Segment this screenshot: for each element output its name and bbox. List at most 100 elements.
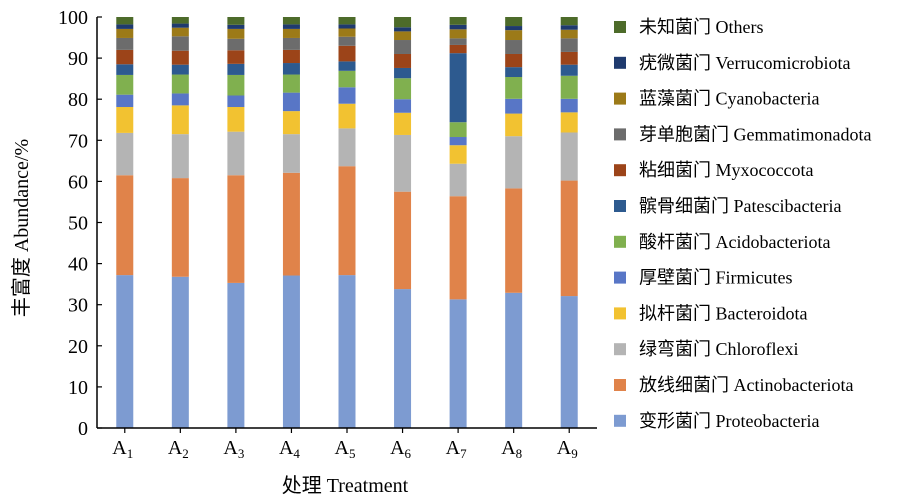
legend-swatch [614, 164, 626, 177]
legend-item: 髌骨细菌门 Patescibacteria [614, 196, 841, 216]
bar-segment [505, 292, 523, 428]
bar-segment [227, 63, 245, 75]
bar-segment [171, 276, 189, 428]
bar-segment [394, 27, 412, 32]
bar-segment [282, 74, 300, 93]
legend-swatch [614, 128, 626, 141]
legend-swatch [614, 200, 626, 212]
y-tick-label: 0 [78, 418, 88, 440]
y-tick-label: 30 [68, 295, 88, 317]
bar-segment [171, 134, 189, 179]
legend-swatch [614, 414, 626, 427]
bar-segment [116, 37, 134, 50]
y-tick-label: 80 [68, 89, 88, 111]
bar-segment [505, 188, 523, 293]
bar-segment [505, 113, 523, 137]
bar-segment [338, 36, 356, 46]
plot-area [116, 17, 578, 428]
bar-segment [282, 37, 300, 50]
bar-segment [282, 24, 300, 29]
legend-swatch [614, 56, 626, 69]
bar-segment [394, 53, 412, 68]
bar-segment [560, 29, 578, 39]
bar-segment [171, 27, 189, 37]
legend-item: 酸杆菌门 Acidobacteriota [614, 232, 830, 252]
bar-segment [338, 103, 356, 129]
bar-segment [227, 24, 245, 29]
bar-segment [171, 50, 189, 65]
bar-segment [171, 36, 189, 51]
bar-segment [171, 23, 189, 28]
bar-segment [505, 53, 523, 68]
bar-segment [449, 122, 467, 138]
bar-segment [449, 17, 467, 25]
bar-segment [171, 74, 189, 94]
bar-segment [282, 275, 300, 428]
bar-segment [394, 78, 412, 100]
legend-label: 蓝藻菌门 Cyanobacteria [639, 89, 819, 109]
bar-segment [116, 17, 134, 25]
bar-segment [449, 38, 467, 45]
bar-segment [227, 28, 245, 39]
y-tick-label: 50 [68, 213, 88, 235]
bar-segment [282, 111, 300, 135]
bar-segment [560, 64, 578, 76]
bar-segment [505, 40, 523, 54]
bar-segment [449, 29, 467, 39]
bar-segment [449, 163, 467, 197]
legend-label: 变形菌门 Proteobacteria [639, 411, 819, 431]
bar-segment [282, 17, 300, 25]
bar-segment [338, 166, 356, 276]
bar-segment [227, 107, 245, 132]
bar-segment [116, 275, 134, 428]
legend-label: 疣微菌门 Verrucomicrobiota [639, 53, 850, 73]
legend-item: 未知菌门 Others [614, 17, 764, 37]
bar-segment [560, 38, 578, 52]
legend-item: 蓝藻菌门 Cyanobacteria [614, 89, 819, 109]
y-tick-label: 40 [68, 254, 88, 276]
y-tick-label: 70 [68, 130, 88, 152]
legend-item: 变形菌门 Proteobacteria [614, 411, 819, 431]
bar-segment [116, 132, 134, 176]
bar-segment [282, 28, 300, 38]
legend-item: 拟杆菌门 Bacteroidota [614, 303, 807, 323]
legend-label: 绿弯菌门 Chloroflexi [639, 339, 799, 359]
legend-label: 粘细菌门 Myxococcota [639, 160, 813, 180]
bar-segment [505, 67, 523, 78]
legend-item: 粘细菌门 Myxococcota [614, 160, 813, 180]
bar-segment [227, 131, 245, 176]
y-axis: 0 10 20 30 40 50 60 70 80 90 100 [58, 7, 102, 440]
bar-segment [449, 137, 467, 146]
legend-item: 放线细菌门 Actinobacteriota [614, 375, 853, 395]
y-tick-label: 90 [68, 48, 88, 70]
bar-segment [394, 289, 412, 428]
legend-item: 厚壁菌门 Firmicutes [614, 268, 793, 288]
bar-segment [116, 49, 134, 65]
x-tick-label: A5 [335, 437, 356, 461]
y-tick-label: 10 [68, 377, 88, 399]
legend-item: 芽单胞菌门 Gemmatimonadota [614, 124, 871, 144]
bar-segment [116, 107, 134, 133]
bar-segment [338, 70, 356, 88]
bar-segment [227, 282, 245, 428]
bar-segment [449, 299, 467, 428]
bar-segment [505, 30, 523, 41]
bar-segment [171, 17, 189, 24]
bar-segment [116, 94, 134, 108]
bar-segment [449, 44, 467, 54]
bar-segment [560, 112, 578, 133]
bar-segment [338, 61, 356, 71]
x-tick-label: A2 [168, 437, 189, 461]
bar-segment [227, 17, 245, 25]
bar-segment [394, 67, 412, 79]
bar-segment [449, 145, 467, 164]
legend-label: 髌骨细菌门 Patescibacteria [639, 196, 841, 216]
bar-segment [505, 77, 523, 99]
bar-segment [505, 136, 523, 189]
bar-segment [171, 93, 189, 106]
bar-segment [449, 53, 467, 123]
bar-segment [560, 132, 578, 181]
x-tick-label: A4 [279, 437, 300, 461]
bar-segment [394, 191, 412, 290]
